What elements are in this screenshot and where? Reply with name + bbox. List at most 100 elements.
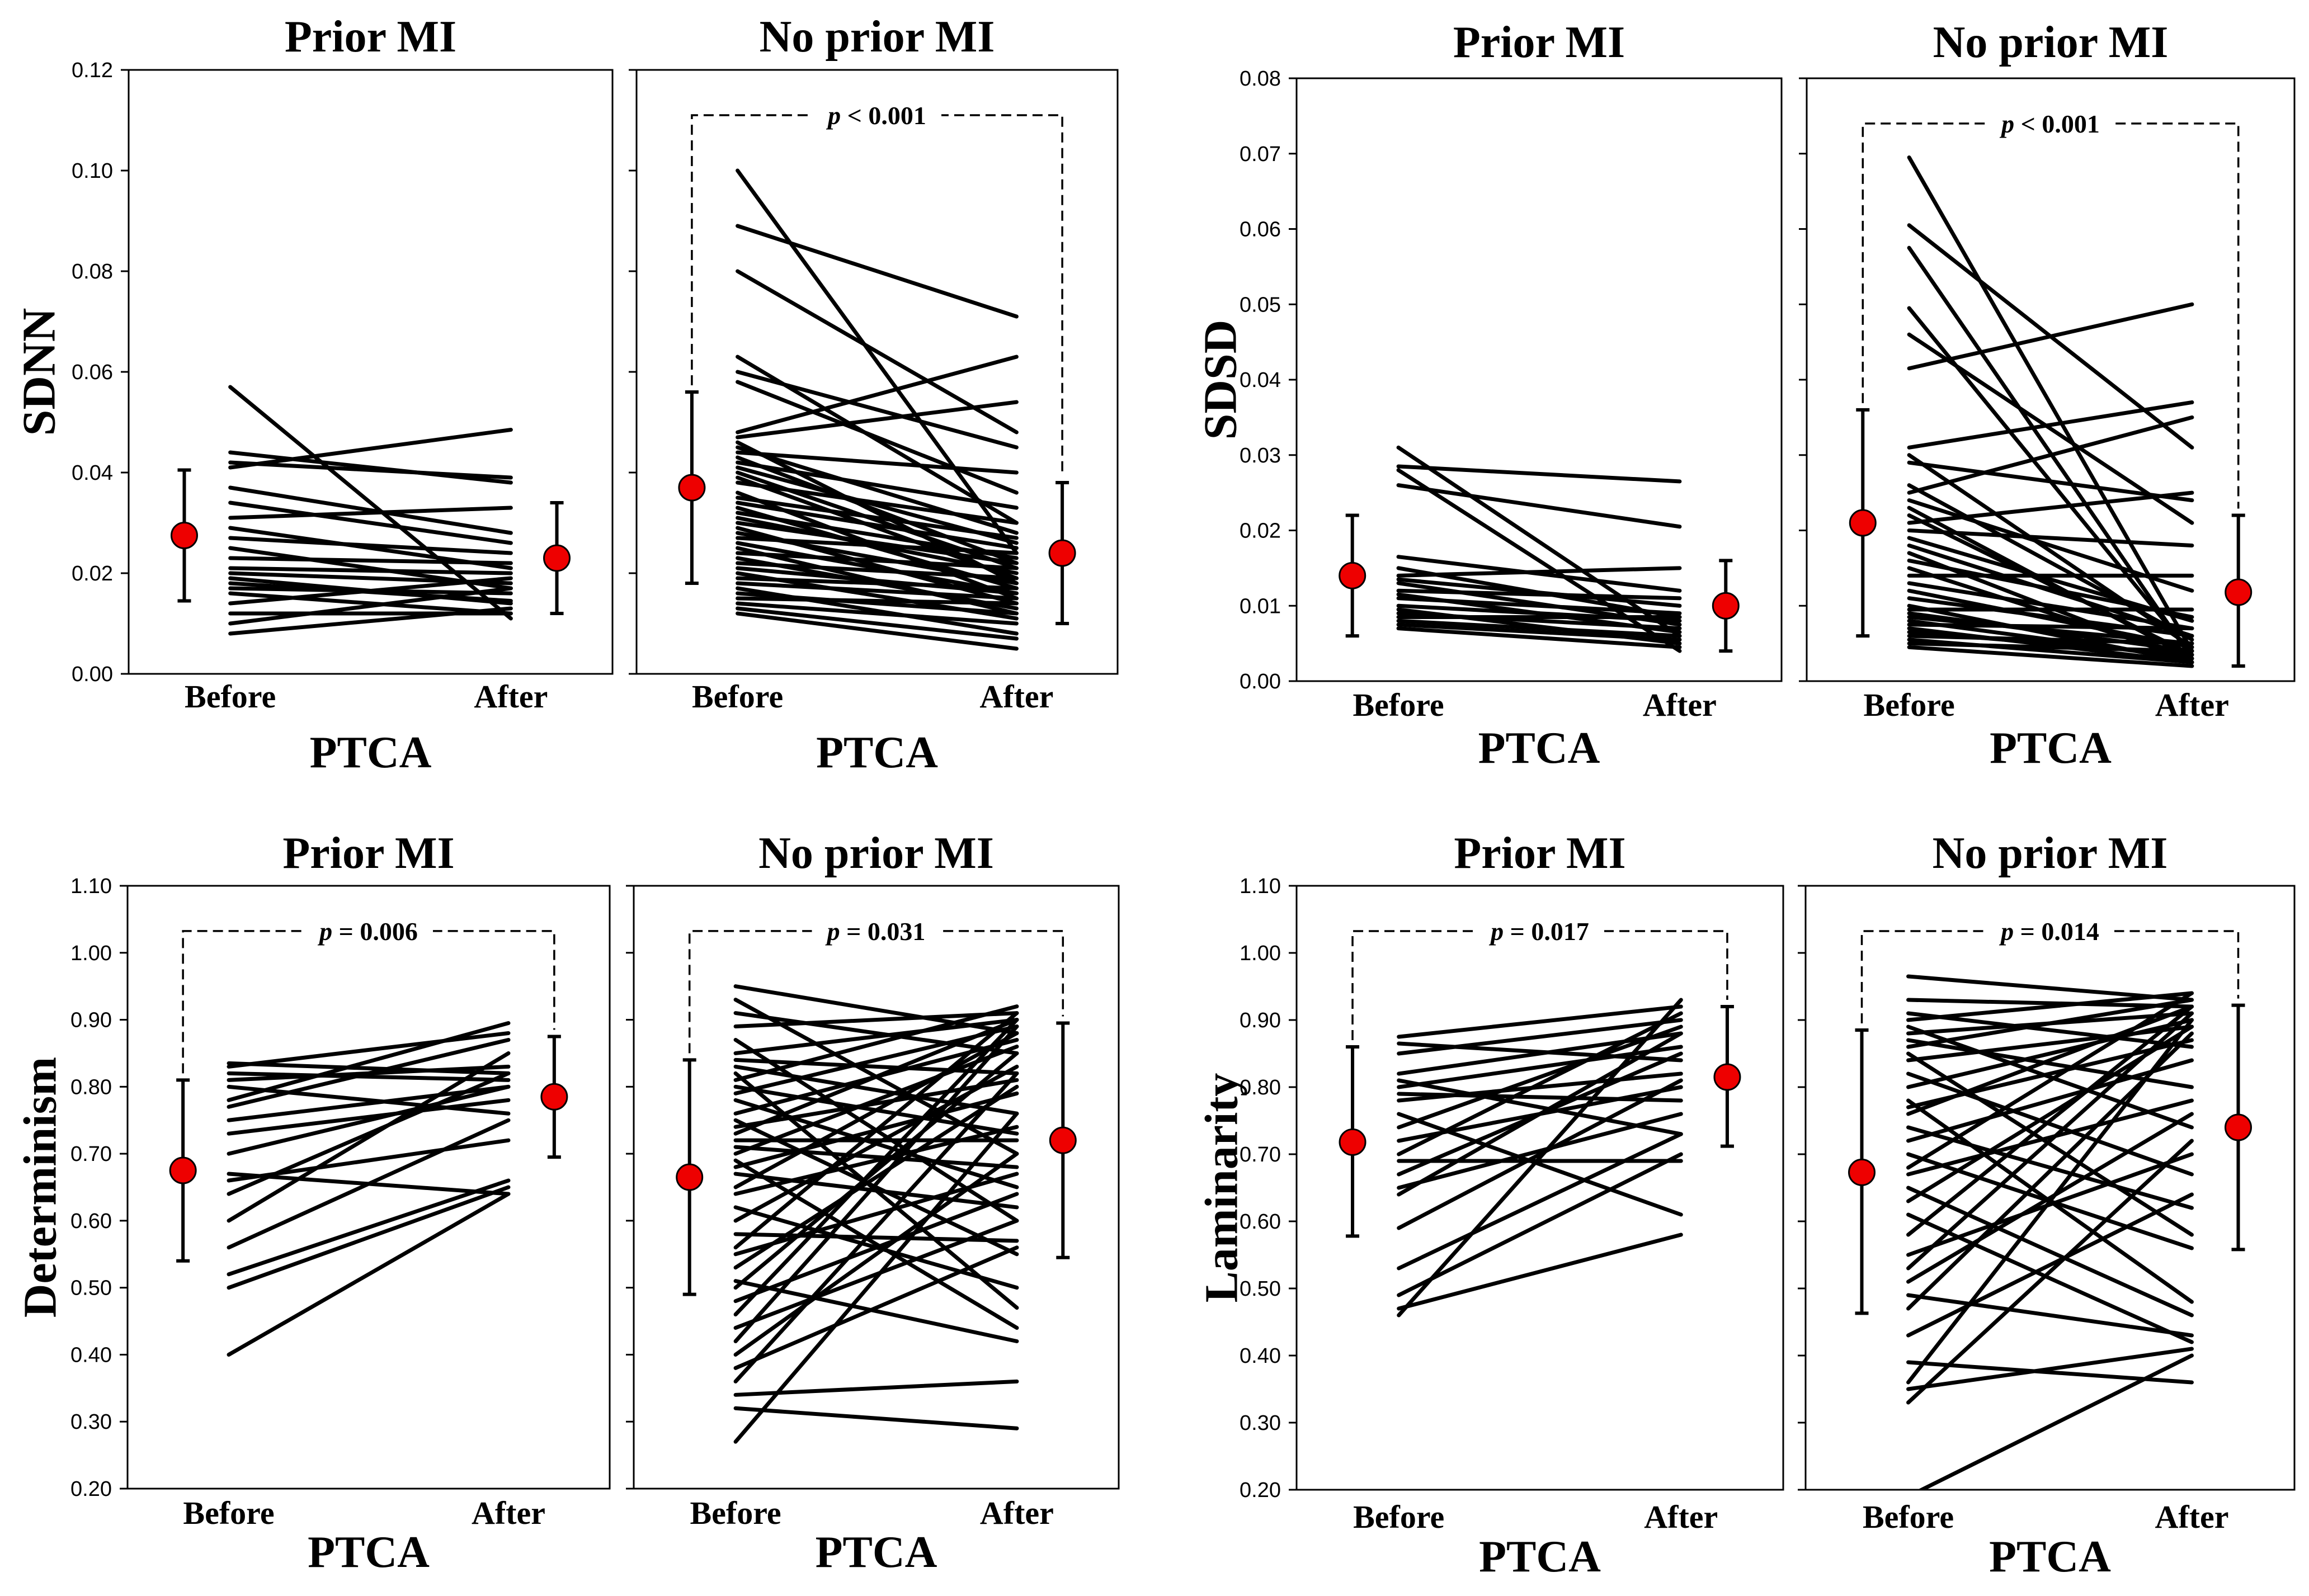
- y-tick-label: 0.90: [70, 1009, 112, 1032]
- subject-line: [1907, 615, 2194, 646]
- subject-line: [1906, 1112, 2194, 1284]
- panel-prior-mi: Prior MI Before After PTCA p = 0.006: [120, 829, 611, 1577]
- x-category-label: After: [2155, 687, 2229, 723]
- y-tick-label: 0.00: [72, 663, 113, 686]
- paired-lines: [227, 1021, 511, 1357]
- y-tick-label: 0.30: [1240, 1411, 1281, 1435]
- x-axis-title: PTCA: [1990, 724, 2112, 773]
- subject-line: [736, 480, 1019, 525]
- mean-marker-after: [1712, 592, 1740, 620]
- subject-line: [228, 450, 513, 485]
- subject-line: [228, 576, 513, 606]
- subject-line: [733, 1011, 1019, 1055]
- mean-marker-after: [1713, 1063, 1741, 1091]
- subject-line: [1906, 1024, 2194, 1130]
- significance-bracket: [688, 930, 1064, 1054]
- subject-line: [1906, 1018, 2194, 1089]
- subject-line: [733, 1145, 1019, 1169]
- subject-line: [1397, 1024, 1683, 1130]
- subject-line: [1907, 415, 2194, 495]
- subject-line: [733, 1111, 1019, 1444]
- subject-line: [228, 500, 513, 545]
- y-tick-label: 1.00: [1240, 942, 1281, 965]
- subject-line: [1907, 581, 2194, 631]
- subject-line: [227, 1185, 511, 1290]
- panel-frame: [633, 885, 1120, 1490]
- x-axis-title: PTCA: [1989, 1532, 2111, 1581]
- y-tick-label: 0.20: [1240, 1479, 1281, 1502]
- subject-line: [733, 1004, 1019, 1082]
- subject-line: [1396, 483, 1682, 529]
- x-category-label: After: [1644, 1499, 1718, 1535]
- y-tick-label: 0.20: [70, 1477, 112, 1501]
- y-tick-label: 0.03: [1240, 444, 1281, 468]
- mean-marker-after: [1049, 1126, 1077, 1154]
- subject-line: [736, 500, 1019, 550]
- y-tick-label: 0.60: [70, 1210, 112, 1233]
- subject-line: [227, 1051, 511, 1223]
- panel-title: No prior MI: [760, 12, 995, 62]
- subject-line: [1396, 445, 1682, 638]
- subject-line: [736, 576, 1019, 591]
- subject-line: [1906, 1192, 2194, 1338]
- x-category-label: Before: [1353, 1499, 1444, 1535]
- subject-line: [736, 606, 1019, 641]
- subject-line: [736, 455, 1019, 565]
- subject-line: [1396, 622, 1682, 642]
- chart-group-sdnn: SDNN 0.00 0.02 0.04 0.06 0.08 0.10 0.12 Prior MI…: [13, 12, 1119, 777]
- subject-line: [1397, 1004, 1683, 1039]
- subject-line: [736, 521, 1019, 565]
- x-category-label: After: [2155, 1499, 2228, 1535]
- subject-line: [227, 1037, 511, 1109]
- mean-marker-before: [1339, 1128, 1366, 1156]
- subject-line: [228, 586, 513, 626]
- subject-line: [1906, 1011, 2194, 1049]
- subject-line: [733, 1051, 1019, 1290]
- y-axis-title: SDNN: [13, 308, 65, 436]
- subject-line: [227, 1084, 511, 1156]
- x-category-label: Before: [1863, 1499, 1954, 1535]
- p-value-backdrop: [1986, 107, 2115, 139]
- subject-line: [1906, 1004, 2194, 1237]
- mean-marker-after: [2224, 1113, 2252, 1141]
- x-category-label: Before: [183, 1495, 274, 1531]
- subject-line: [227, 1021, 511, 1102]
- x-category-label: After: [980, 1495, 1054, 1531]
- subject-line: [1907, 634, 2194, 646]
- x-axis-title: PTCA: [310, 728, 432, 777]
- mean-marker-before: [170, 522, 198, 549]
- subject-line: [1906, 1293, 2194, 1338]
- subject-line: [733, 1078, 1019, 1129]
- subject-line: [736, 596, 1019, 606]
- chart-group-sdsd: SDSD 0.00 0.01 0.02 0.03 0.04 0.05 0.06 0.07 0.08…: [1194, 18, 2296, 773]
- chart-group-determinism: Determinism 0.20 0.30 0.40 0.50 0.60 0.70 0.80 0…: [14, 829, 1120, 1577]
- subject-line: [736, 566, 1019, 596]
- subject-line: [228, 536, 513, 555]
- subject-line: [228, 428, 513, 470]
- subject-line: [1906, 1011, 2194, 1271]
- x-axis-title: PTCA: [816, 728, 938, 777]
- y-tick-label: 0.70: [70, 1142, 112, 1166]
- subject-line: [736, 355, 1019, 435]
- x-axis-title: PTCA: [1478, 724, 1600, 773]
- y-tick-label: 0.80: [1240, 1076, 1281, 1099]
- subject-line: [736, 370, 1019, 450]
- x-category-label: Before: [1353, 687, 1444, 723]
- subject-line: [733, 1125, 1019, 1196]
- y-tick-label: 0.02: [1240, 520, 1281, 543]
- y-tick-label: 0.06: [72, 361, 113, 384]
- paired-lines: [1906, 974, 2194, 1490]
- paired-lines: [736, 168, 1019, 651]
- panel-frame: [1295, 885, 1784, 1491]
- p-value-backdrop: [1986, 915, 2114, 947]
- subject-line: [1397, 1031, 1683, 1197]
- subject-line: [733, 1406, 1019, 1430]
- subject-line: [736, 168, 1019, 555]
- x-category-label: Before: [1864, 687, 1955, 723]
- subject-line: [1907, 528, 2194, 547]
- panel-title: No prior MI: [758, 829, 994, 878]
- y-tick-label: 0.04: [1240, 369, 1281, 392]
- subject-line: [736, 611, 1019, 651]
- mean-marker-before: [676, 1163, 704, 1191]
- subject-line: [736, 591, 1019, 616]
